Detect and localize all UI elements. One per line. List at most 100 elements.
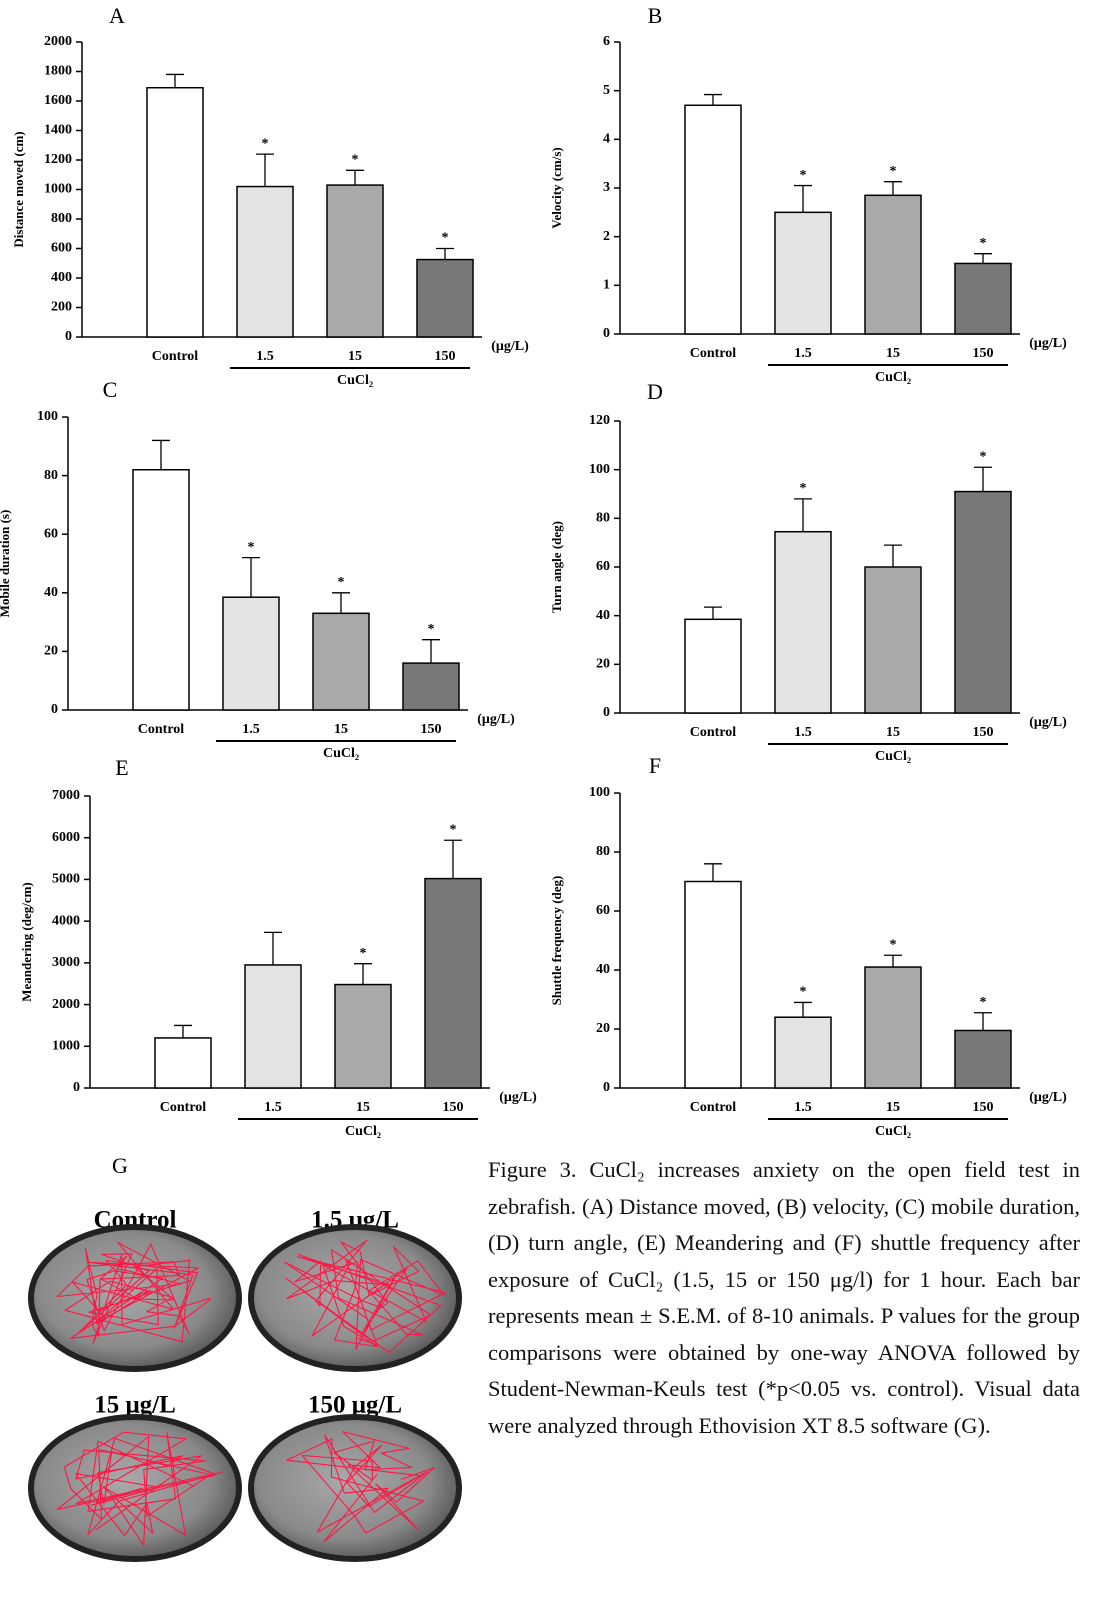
- y-tick-label: 4000: [52, 913, 80, 928]
- y-axis-title: Turn angle (deg): [549, 521, 564, 613]
- y-tick-label: 20: [596, 1021, 610, 1036]
- y-tick-label: 1000: [44, 182, 72, 197]
- x-tick-label: 150: [435, 349, 456, 364]
- y-tick-label: 0: [65, 329, 72, 344]
- y-tick-label: 60: [596, 559, 610, 574]
- arena: [34, 1420, 236, 1556]
- y-tick-label: 120: [589, 413, 610, 428]
- bar: [245, 965, 301, 1088]
- group-label: CuCl₂: [875, 370, 911, 385]
- x-tick-label: 150: [443, 1100, 464, 1115]
- y-tick-label: 40: [596, 962, 610, 977]
- significance-mark: *: [890, 164, 897, 179]
- group-label: CuCl₂: [337, 373, 373, 388]
- y-tick-label: 800: [51, 211, 72, 226]
- y-tick-label: 1: [603, 278, 610, 293]
- y-tick-label: 5: [603, 83, 610, 98]
- significance-mark: *: [980, 236, 987, 251]
- y-tick-label: 100: [589, 462, 610, 477]
- y-tick-label: 0: [73, 1080, 80, 1095]
- group-label: CuCl₂: [345, 1124, 381, 1139]
- bar: [865, 567, 921, 713]
- y-tick-label: 2: [603, 229, 610, 244]
- y-tick-label: 1600: [44, 93, 72, 108]
- panel-label: B: [648, 3, 663, 28]
- bar: [775, 1017, 831, 1088]
- arena: [254, 1230, 456, 1366]
- x-tick-label: 15: [886, 346, 900, 361]
- x-tick-label: 1.5: [794, 725, 812, 740]
- significance-mark: *: [262, 136, 269, 151]
- group-label: CuCl₂: [875, 1124, 911, 1139]
- bar: [403, 663, 459, 710]
- y-tick-label: 80: [596, 844, 610, 859]
- bar: [955, 263, 1011, 334]
- bar: [775, 212, 831, 334]
- x-tick-label: Control: [160, 1100, 207, 1115]
- bar: [335, 985, 391, 1088]
- y-axis-title: Velocity (cm/s): [549, 147, 564, 228]
- y-tick-label: 3: [603, 180, 610, 195]
- bar: [425, 879, 481, 1088]
- bar: [955, 492, 1011, 713]
- bar: [237, 187, 293, 337]
- caption: Figure 3. CuCl₂ increases anxiety on the…: [488, 1152, 1080, 1444]
- bar: [223, 597, 279, 710]
- bar: [417, 260, 473, 337]
- y-tick-label: 40: [44, 585, 58, 600]
- x-tick-label: 15: [886, 725, 900, 740]
- panel-label: F: [649, 753, 661, 778]
- y-tick-label: 6: [603, 34, 610, 49]
- panel-label: D: [647, 379, 663, 404]
- y-tick-label: 5000: [52, 872, 80, 887]
- unit-label: (μg/L): [1029, 1090, 1067, 1105]
- x-tick-label: 150: [973, 1100, 994, 1115]
- y-tick-label: 40: [596, 608, 610, 623]
- significance-mark: *: [980, 995, 987, 1010]
- x-tick-label: 15: [334, 722, 348, 737]
- y-tick-label: 200: [51, 300, 72, 315]
- y-tick-label: 100: [589, 785, 610, 800]
- bar: [685, 105, 741, 334]
- y-tick-label: 400: [51, 270, 72, 285]
- panel-label: E: [115, 755, 128, 780]
- significance-mark: *: [800, 168, 807, 183]
- y-tick-label: 1200: [44, 152, 72, 167]
- bar: [147, 88, 203, 337]
- x-tick-label: 15: [886, 1100, 900, 1115]
- y-axis-title: Meandering (deg/cm): [19, 882, 34, 1002]
- page: {"chart_data": [ {"type": "bar", "title"…: [0, 0, 1111, 1614]
- x-tick-label: Control: [690, 725, 737, 740]
- bar: [865, 967, 921, 1088]
- significance-mark: *: [248, 540, 255, 555]
- y-tick-label: 0: [603, 1080, 610, 1095]
- unit-label: (μg/L): [491, 339, 529, 354]
- x-tick-label: Control: [152, 349, 199, 364]
- panel-label: A: [109, 3, 125, 28]
- bar: [685, 882, 741, 1089]
- y-tick-label: 6000: [52, 830, 80, 845]
- significance-mark: *: [800, 481, 807, 496]
- arena: [254, 1420, 456, 1556]
- unit-label: (μg/L): [499, 1090, 537, 1105]
- significance-mark: *: [980, 449, 987, 464]
- y-tick-label: 3000: [52, 955, 80, 970]
- y-tick-label: 80: [596, 511, 610, 526]
- unit-label: (μg/L): [1029, 715, 1067, 730]
- y-tick-label: 80: [44, 468, 58, 483]
- y-tick-label: 1400: [44, 123, 72, 138]
- significance-mark: *: [360, 946, 367, 961]
- panel-label: C: [103, 377, 118, 402]
- y-tick-label: 60: [596, 903, 610, 918]
- y-tick-label: 4: [603, 132, 610, 147]
- group-label: CuCl₂: [323, 746, 359, 761]
- unit-label: (μg/L): [477, 712, 515, 727]
- y-tick-label: 100: [37, 409, 58, 424]
- x-tick-label: Control: [690, 346, 737, 361]
- bar: [327, 185, 383, 337]
- x-tick-label: 15: [356, 1100, 370, 1115]
- x-tick-label: Control: [690, 1100, 737, 1115]
- y-axis-title: Mobile duration (s): [0, 510, 12, 618]
- y-tick-label: 600: [51, 241, 72, 256]
- y-tick-label: 0: [603, 326, 610, 341]
